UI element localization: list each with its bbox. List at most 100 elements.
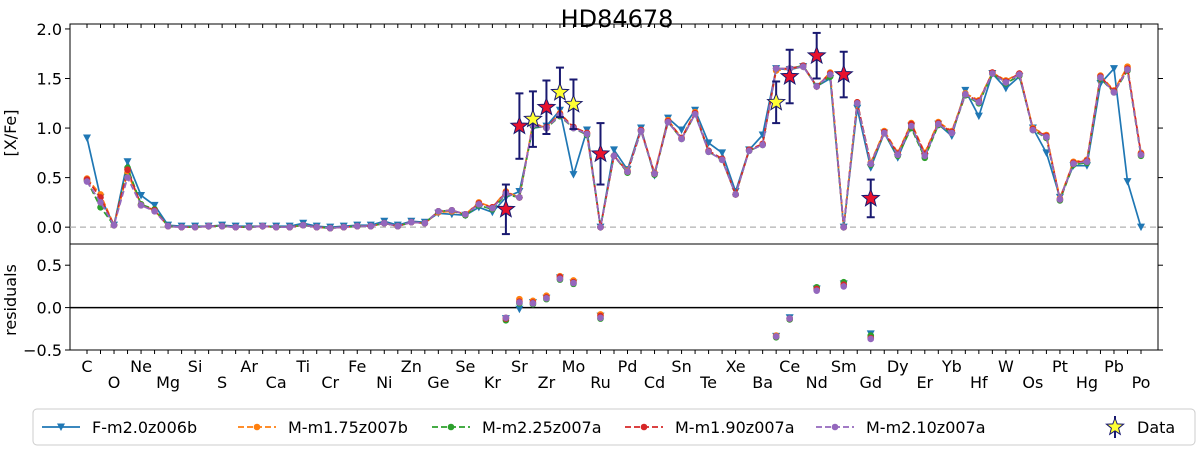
element-label-xe: Xe (726, 357, 746, 376)
series-point (664, 118, 672, 126)
series-point (83, 134, 91, 142)
series-point (151, 207, 158, 215)
data-star (806, 45, 827, 65)
series-point (704, 139, 713, 147)
series-point (380, 219, 388, 227)
residual-point (813, 287, 820, 294)
series-point (124, 174, 131, 181)
series-point (583, 130, 591, 138)
series-point (610, 146, 618, 154)
element-label-sm: Sm (831, 357, 857, 376)
residual-point (529, 300, 537, 307)
series-point (894, 151, 902, 159)
series-point (826, 71, 834, 78)
element-label-pb: Pb (1104, 357, 1124, 376)
series-point (164, 222, 172, 230)
data-star (523, 108, 543, 128)
data-point (779, 48, 800, 105)
element-label-mg: Mg (156, 373, 180, 392)
top-ylabel: [X/Fe] (1, 109, 20, 156)
series-point (705, 148, 712, 156)
top-ytick-label: 0.5 (37, 169, 62, 188)
series-point (353, 222, 361, 230)
series-point (245, 223, 253, 231)
element-label-sr: Sr (511, 357, 528, 376)
element-label-se: Se (455, 357, 475, 376)
data-point (860, 178, 881, 219)
series-point (853, 99, 861, 107)
data-star (590, 143, 611, 163)
element-label-cd: Cd (644, 373, 665, 392)
data-star (833, 64, 854, 83)
residual-point (772, 333, 780, 340)
data-point (766, 80, 787, 125)
element-label-si: Si (188, 357, 203, 376)
residual-point (597, 314, 604, 322)
series-point (421, 219, 429, 227)
bottom-panel-frame (69, 243, 1159, 351)
element-label-dy: Dy (887, 357, 909, 376)
series-point (1137, 223, 1145, 232)
legend-swatch-marker (253, 423, 261, 431)
legend-frame (32, 408, 1196, 446)
data-point (590, 122, 611, 186)
series-point (1109, 65, 1118, 73)
data-star (550, 81, 570, 101)
series-point (1097, 74, 1104, 81)
top-ytick-label: 2.0 (37, 20, 62, 39)
residual-point (570, 279, 577, 287)
element-label-te: Te (699, 373, 717, 392)
series-point (286, 223, 293, 231)
data-star (860, 187, 881, 207)
series-point (340, 223, 348, 231)
series-point (489, 205, 496, 212)
data-star (563, 93, 584, 113)
residual-point (516, 299, 523, 306)
residuals-M-m1.75z007b (502, 272, 875, 341)
series-point (718, 156, 726, 164)
series-point (1056, 196, 1064, 203)
element-label-ne: Ne (130, 357, 152, 376)
legend-label: F-m2.0z006b (92, 418, 197, 437)
data-star (509, 115, 530, 135)
series-point (678, 135, 685, 143)
data-point (550, 66, 570, 119)
element-label-o: O (108, 373, 121, 392)
series-point (975, 98, 983, 106)
legend-swatch-marker (831, 423, 839, 431)
series-point (462, 210, 469, 218)
series-point (259, 222, 266, 230)
residual-point (556, 275, 564, 283)
series-point (137, 202, 145, 209)
legend-swatch-marker (57, 423, 65, 431)
data-point (495, 183, 516, 236)
series-point (97, 199, 104, 206)
series-point (1016, 71, 1023, 78)
series-point (651, 170, 658, 177)
series-point (921, 152, 929, 160)
element-label-pt: Pt (1052, 357, 1068, 376)
series-point (1029, 126, 1037, 134)
series-point (867, 160, 875, 168)
element-label-ru: Ru (590, 373, 611, 392)
series-point (624, 168, 631, 175)
series-point (677, 126, 686, 135)
series-point (83, 178, 91, 185)
bottom-ytick-label: −0.5 (23, 341, 62, 360)
element-label-gd: Gd (859, 373, 882, 392)
series-point (1123, 178, 1132, 186)
data-star (766, 91, 787, 111)
element-label-fe: Fe (348, 357, 366, 376)
element-label-nd: Nd (806, 373, 828, 392)
legend-swatch-marker (447, 423, 455, 431)
element-label-ni: Ni (376, 373, 392, 392)
residuals-M-m2.10z007a (502, 275, 875, 343)
element-label-zn: Zn (401, 357, 422, 376)
residual-point (840, 283, 848, 290)
series-point (1070, 160, 1077, 168)
residual-point (786, 315, 793, 322)
data-point (523, 90, 543, 148)
series-point (1083, 158, 1091, 166)
residual-point (515, 305, 524, 314)
series-point (691, 110, 699, 118)
